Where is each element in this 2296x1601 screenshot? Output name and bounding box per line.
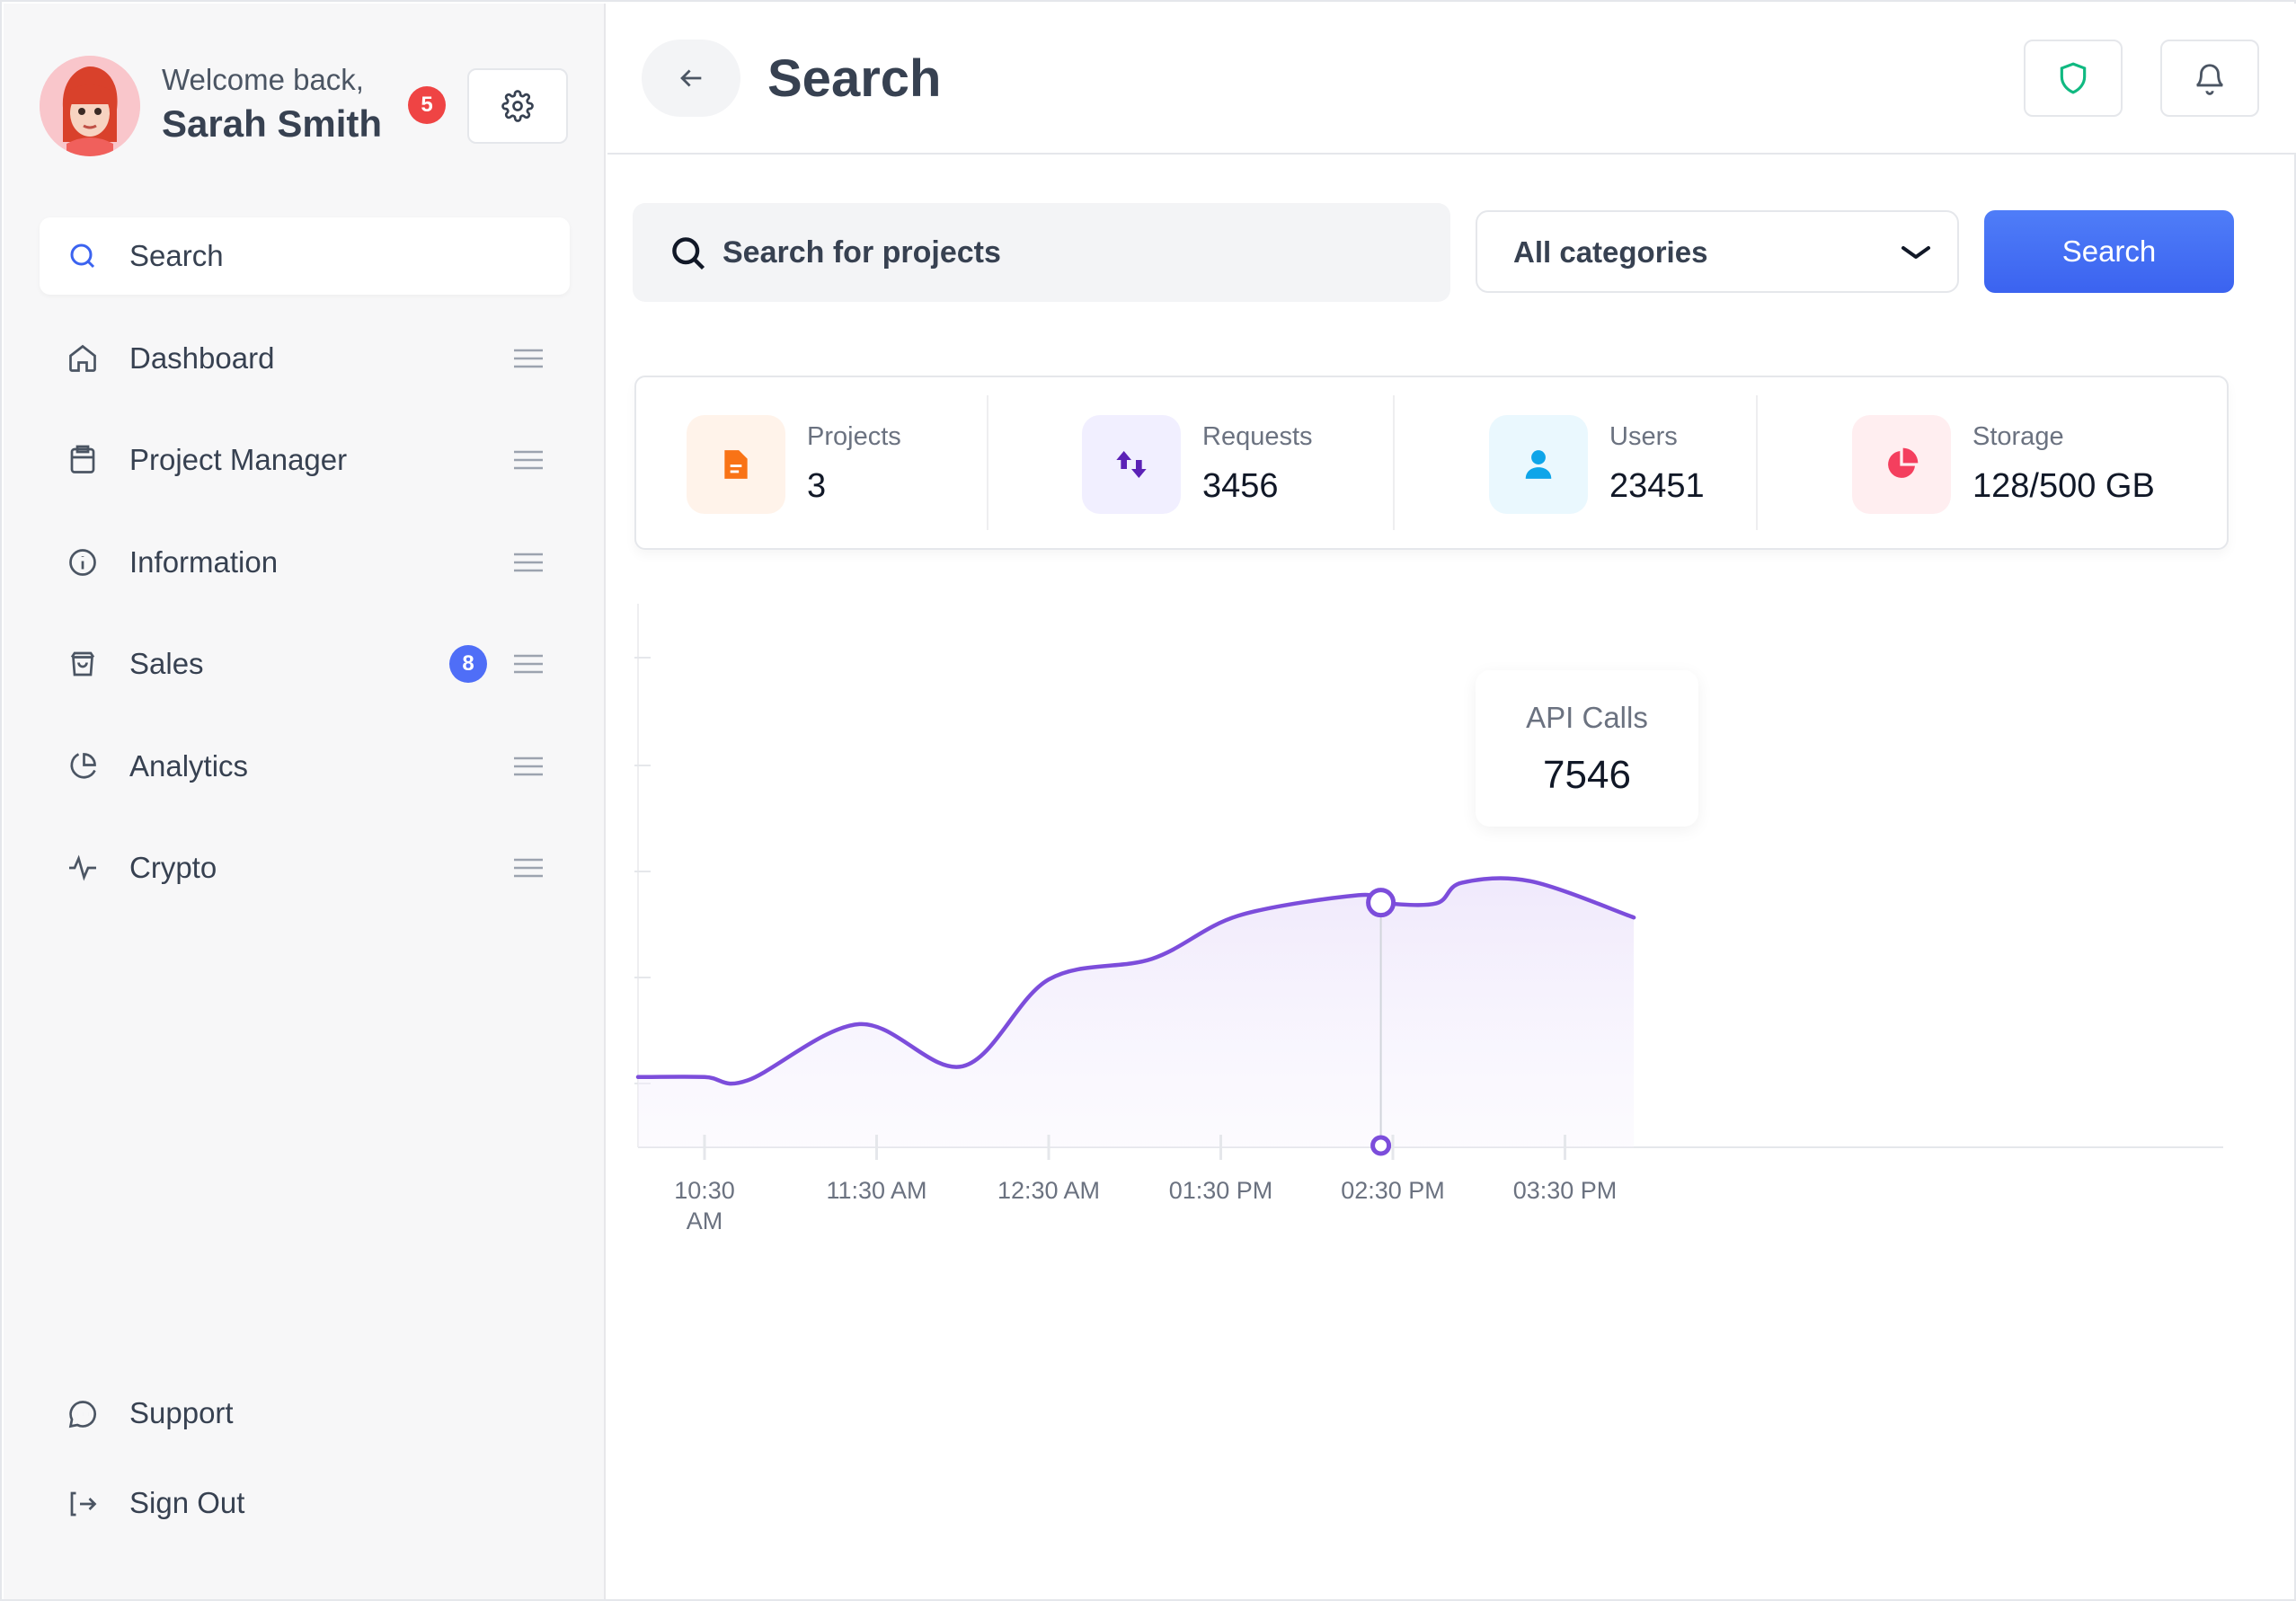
x-tick-label: 01:30 PM xyxy=(1168,1177,1273,1204)
sidebar-item-label: Project Manager xyxy=(129,443,348,476)
bell-icon xyxy=(2196,64,2223,95)
drag-handle-icon[interactable] xyxy=(514,654,543,674)
chevron-down-icon xyxy=(1902,246,1930,259)
drag-handle-icon[interactable] xyxy=(514,756,543,776)
area-fill xyxy=(638,878,1635,1147)
stat-users[interactable]: Users 23451 xyxy=(1439,377,1789,548)
sidebar-item-support[interactable]: Support xyxy=(40,1387,570,1441)
sidebar-item-analytics[interactable]: Analytics xyxy=(40,728,570,805)
sidebar-item-label: Analytics xyxy=(129,748,249,783)
stat-storage[interactable]: Storage 128/500 GB xyxy=(1802,377,2224,548)
notifications-button[interactable] xyxy=(2160,40,2259,117)
sidebar-item-project-manager[interactable]: Project Manager xyxy=(40,421,570,499)
sidebar-item-crypto[interactable]: Crypto xyxy=(40,829,570,907)
search-icon xyxy=(70,243,95,269)
stat-label: Requests xyxy=(1202,422,1313,451)
sidebar-nav: Search Dashboard Project Manager Informa… xyxy=(40,217,570,932)
sidebar-item-label: Search xyxy=(129,239,224,272)
chart-tooltip: API Calls 7546 xyxy=(1476,670,1698,827)
activity-icon xyxy=(69,854,96,881)
home-icon xyxy=(69,344,96,372)
sidebar-item-search[interactable]: Search xyxy=(40,217,570,295)
stat-projects[interactable]: Projects 3 xyxy=(636,377,987,548)
user-profile: Welcome back, Sarah Smith 5 xyxy=(40,56,570,156)
divider xyxy=(1393,395,1395,530)
settings-button[interactable] xyxy=(467,68,568,144)
sidebar-item-sales[interactable]: Sales 8 xyxy=(40,625,570,703)
category-select[interactable]: All categories xyxy=(1476,210,1959,293)
page-header: Search xyxy=(607,4,2296,155)
arrow-left-icon xyxy=(680,69,702,87)
stat-value: 3456 xyxy=(1202,467,1279,505)
stat-value: 23451 xyxy=(1609,467,1705,505)
stat-label: Storage xyxy=(1972,422,2064,451)
document-icon xyxy=(724,450,748,479)
api-calls-chart xyxy=(634,604,2223,1160)
sidebar-bottom-nav: Support Sign Out xyxy=(40,1387,570,1567)
chat-icon xyxy=(68,1401,96,1429)
search-button[interactable]: Search xyxy=(1984,210,2234,293)
stat-requests[interactable]: Requests 3456 xyxy=(1032,377,1382,548)
search-bar xyxy=(633,203,1450,302)
hover-point xyxy=(1366,888,1396,918)
stat-value: 128/500 GB xyxy=(1972,467,2155,505)
x-tick-label: 11:30 AM xyxy=(826,1177,927,1204)
gear-icon xyxy=(501,90,534,122)
sidebar-item-label: Sign Out xyxy=(129,1486,245,1519)
sales-count-badge: 8 xyxy=(449,645,487,683)
pie-chart-icon xyxy=(70,752,96,779)
drag-handle-icon[interactable] xyxy=(514,349,543,368)
stats-card: Projects 3 Requests 3456 Users 23451 Sto… xyxy=(634,376,2229,550)
sidebar-item-sign-out[interactable]: Sign Out xyxy=(40,1477,570,1531)
stat-label: Users xyxy=(1609,422,1678,451)
user-name: Sarah Smith xyxy=(162,102,383,145)
tooltip-label: API Calls xyxy=(1526,701,1648,734)
sidebar-item-label: Crypto xyxy=(129,851,217,884)
sidebar-item-information[interactable]: Information xyxy=(40,524,570,601)
avatar-image xyxy=(40,56,140,156)
stat-value: 3 xyxy=(807,467,827,505)
stat-icon-bg xyxy=(1852,415,1951,514)
page-title: Search xyxy=(767,49,942,108)
drag-handle-icon[interactable] xyxy=(514,450,543,470)
drag-handle-icon[interactable] xyxy=(514,553,543,572)
x-tick-label: 02:30 PM xyxy=(1341,1177,1445,1204)
stat-icon-bg xyxy=(687,415,785,514)
sidebar-item-label: Information xyxy=(129,544,279,579)
stat-label: Projects xyxy=(807,422,901,451)
search-input[interactable] xyxy=(722,226,1423,279)
welcome-text: Welcome back, xyxy=(162,63,364,96)
sidebar-item-dashboard[interactable]: Dashboard xyxy=(40,320,570,397)
drag-handle-icon[interactable] xyxy=(514,858,543,878)
clipboard-icon xyxy=(70,445,95,473)
category-selected-value: All categories xyxy=(1513,235,1708,269)
divider xyxy=(987,395,988,530)
x-tick-label: 03:30 PM xyxy=(1512,1177,1618,1204)
search-icon xyxy=(672,237,705,270)
back-button[interactable] xyxy=(642,40,740,117)
shopping-bag-icon xyxy=(70,651,95,677)
sign-out-icon xyxy=(70,1491,97,1517)
divider xyxy=(1756,395,1758,530)
sidebar: Welcome back, Sarah Smith 5 Search Dashb… xyxy=(4,4,606,1599)
sidebar-item-label: Support xyxy=(129,1396,234,1429)
arrows-up-down-icon xyxy=(1116,451,1147,478)
hover-axis-marker xyxy=(1370,1135,1392,1156)
stat-icon-bg xyxy=(1489,415,1588,514)
user-icon xyxy=(1525,450,1552,479)
x-tick-label: 10:30 AM xyxy=(674,1177,735,1234)
pie-chart-icon xyxy=(1888,447,1919,478)
avatar[interactable] xyxy=(40,56,140,156)
tooltip-value: 7546 xyxy=(1543,753,1631,797)
notification-badge: 5 xyxy=(408,86,446,124)
shield-icon xyxy=(2060,62,2087,94)
series-line-api-calls xyxy=(635,876,1636,1086)
x-tick-label: 12:30 AM xyxy=(997,1177,1101,1204)
sidebar-item-label: Sales xyxy=(129,647,204,680)
stat-icon-bg xyxy=(1082,415,1181,514)
security-button[interactable] xyxy=(2024,40,2123,117)
sidebar-item-label: Dashboard xyxy=(129,341,275,375)
info-icon xyxy=(69,548,96,576)
